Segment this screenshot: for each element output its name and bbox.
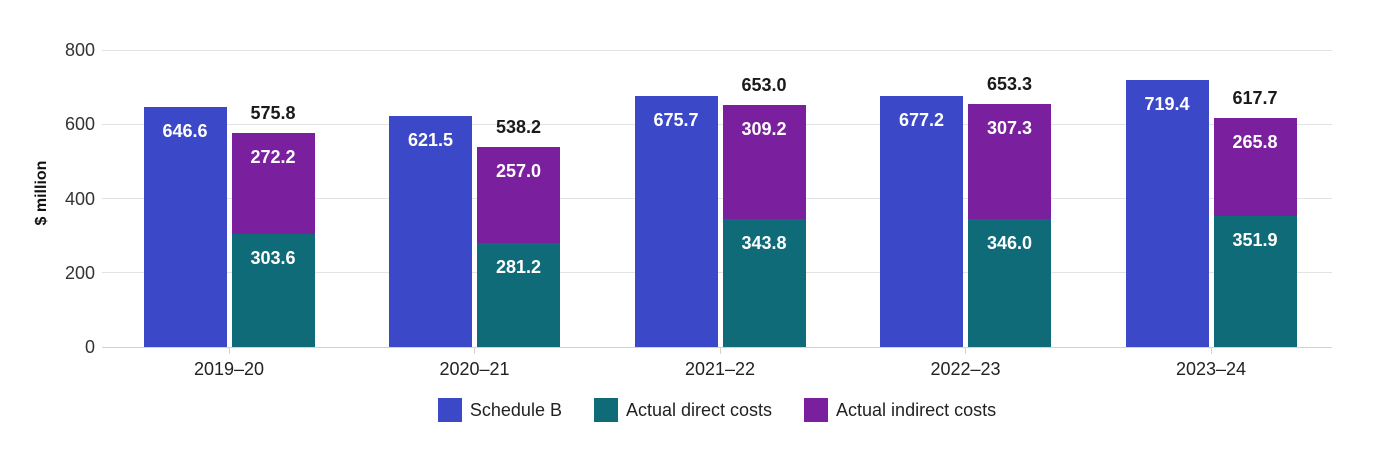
bar-segment-actual-indirect-costs: 257.0	[477, 147, 560, 243]
bar-value-label: 351.9	[1232, 230, 1278, 251]
plot-area: 646.6 272.2 303.6 575.8 621.5 257.0 281.2 538.2…	[102, 49, 1332, 354]
bar-value-label: 675.7	[653, 110, 699, 131]
bar-value-label: 303.6	[250, 248, 296, 269]
bar-segment-actual-direct-costs: 343.8	[722, 219, 806, 347]
x-axis-line	[102, 346, 1332, 348]
bar-schedule-b: 646.6	[143, 106, 227, 347]
bar-value-label: 281.2	[495, 256, 542, 277]
bar-segment-actual-direct-costs: 351.9	[1213, 216, 1297, 347]
x-category-label: 2019–20	[193, 359, 265, 379]
bar-segment-actual-direct-costs: 281.2	[477, 242, 560, 347]
stacked-bar: 257.0 281.2	[477, 147, 560, 347]
bar-value-label: 343.8	[741, 233, 787, 254]
legend-label: Actual indirect costs	[836, 400, 997, 420]
legend-item-schedule-b: Schedule B	[437, 398, 562, 422]
bar-schedule-b: 675.7	[634, 96, 718, 347]
bar-value-label: 719.4	[1144, 93, 1190, 114]
bar-segment-actual-indirect-costs: 309.2	[722, 104, 806, 220]
stacked-bar: 307.3 346.0	[968, 104, 1051, 347]
legend-swatch-schedule-b	[437, 398, 462, 422]
x-category-label: 2023–24	[1175, 359, 1247, 379]
legend-swatch-actual-indirect-costs	[804, 398, 829, 422]
stacked-bar-total-label: 617.7	[1232, 87, 1278, 108]
y-tick-label: 200	[64, 262, 95, 283]
legend-item-actual-direct-costs: Actual direct costs	[593, 398, 773, 422]
bar-segment-actual-direct-costs: 303.6	[231, 234, 315, 347]
stacked-bar: 309.2 343.8	[722, 104, 806, 347]
x-category-label: 2022–23	[930, 359, 1001, 379]
stacked-bar: 265.8 351.9	[1213, 117, 1297, 347]
stacked-bar-total-label: 653.0	[741, 74, 787, 95]
bar-segment-actual-direct-costs: 346.0	[968, 218, 1051, 347]
legend-swatch-actual-direct-costs	[593, 398, 618, 422]
x-tick-mark	[474, 347, 475, 354]
bar-value-label: 621.5	[407, 130, 454, 151]
bar-segment-actual-indirect-costs: 265.8	[1213, 117, 1297, 217]
bar-schedule-b: 677.2	[880, 95, 963, 347]
bar-value-label: 272.2	[250, 147, 296, 168]
bar-schedule-b: 621.5	[389, 116, 472, 347]
x-tick-mark	[965, 347, 966, 354]
stacked-bar-total-label: 538.2	[495, 117, 542, 138]
legend-label: Schedule B	[469, 400, 562, 420]
x-category-label: 2020–21	[439, 359, 510, 379]
stacked-bar-total-label: 575.8	[250, 103, 296, 124]
bar-segment-actual-indirect-costs: 307.3	[968, 104, 1051, 219]
x-tick-mark	[228, 347, 230, 354]
gridline	[102, 49, 1332, 51]
bar-value-label: 677.2	[898, 109, 945, 130]
legend-label: Actual direct costs	[625, 400, 773, 420]
x-category-label: 2021–22	[684, 359, 756, 379]
stacked-bar-total-label: 653.3	[986, 74, 1033, 95]
bar-value-label: 265.8	[1232, 131, 1278, 152]
x-tick-mark	[719, 347, 721, 354]
bar-value-label: 309.2	[741, 118, 787, 139]
bar-value-label: 646.6	[162, 120, 208, 141]
bar-value-label: 257.0	[495, 161, 542, 182]
y-tick-label: 400	[64, 188, 95, 209]
y-tick-label: 800	[64, 40, 95, 60]
bar-segment-actual-indirect-costs: 272.2	[231, 133, 315, 235]
x-tick-mark	[1210, 347, 1212, 354]
bar-schedule-b: 719.4	[1125, 79, 1209, 347]
bar-value-label: 307.3	[986, 118, 1033, 139]
legend-item-actual-indirect-costs: Actual indirect costs	[804, 398, 996, 422]
chart-legend: Schedule B Actual direct costs Actual indi…	[102, 397, 1332, 423]
stacked-bar: 272.2 303.6	[231, 133, 315, 347]
bar-value-label: 346.0	[986, 232, 1033, 253]
y-tick-label: 600	[64, 114, 95, 135]
y-tick-label: 0	[84, 337, 95, 357]
